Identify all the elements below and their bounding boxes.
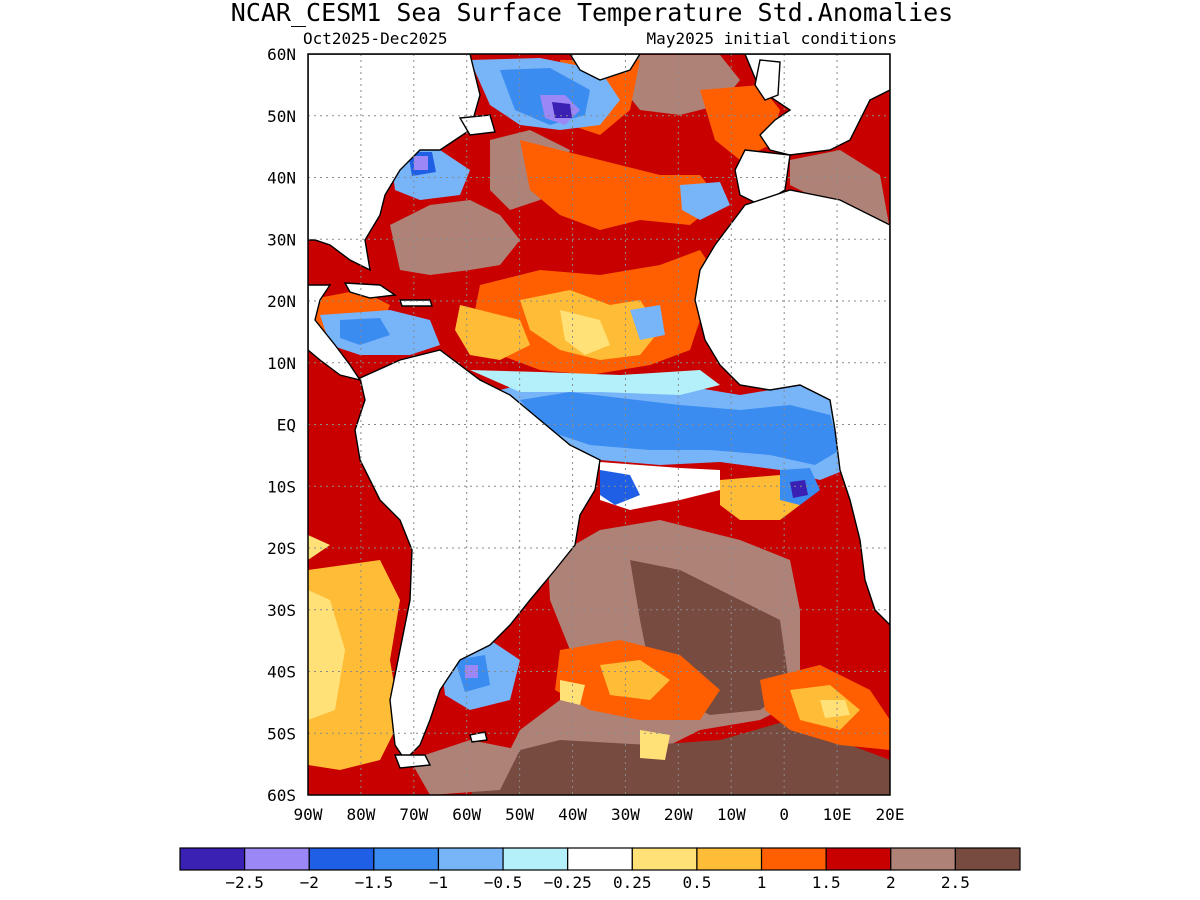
british-isles [754, 59, 781, 101]
central-america-land [308, 284, 362, 382]
north-america-land [308, 54, 481, 272]
land-masses [308, 54, 890, 769]
falkland-islands [469, 731, 488, 743]
colorbar-tick-label: −2 [300, 873, 319, 892]
longitude-label: 10W [717, 805, 746, 824]
init-conditions-subtitle: May2025 initial conditions [647, 29, 897, 48]
longitude-label: 10E [823, 805, 852, 824]
colorbar-swatch [954, 847, 1021, 871]
colorbar-tick-label: 0.25 [613, 873, 652, 892]
africa-land [694, 189, 890, 626]
longitude-label: 50W [505, 805, 534, 824]
period-subtitle: Oct2025-Dec2025 [303, 29, 448, 48]
latitude-label: 60S [267, 786, 296, 805]
colorbar-swatch [308, 847, 375, 871]
longitude-label: 70W [399, 805, 428, 824]
colorbar-tick-label: 0.5 [682, 873, 711, 892]
colorbar-swatch [373, 847, 440, 871]
colorbar-swatch [825, 847, 892, 871]
latitude-label: 40N [267, 169, 296, 188]
longitude-label: 30W [611, 805, 640, 824]
colorbar-tick-label: 2 [886, 873, 896, 892]
latitude-label: 40S [267, 663, 296, 682]
colorbar-tick-label: −1 [429, 873, 448, 892]
greenland-land [569, 54, 641, 81]
longitude-label: 0 [779, 805, 789, 824]
latitude-label: 50N [267, 107, 296, 126]
colorbar-tick-label: 1 [757, 873, 767, 892]
colorbar-swatch [631, 847, 698, 871]
newfoundland [458, 114, 496, 136]
map-frame [307, 53, 891, 796]
latitude-label: EQ [277, 416, 296, 435]
latitude-label: 50S [267, 724, 296, 743]
colorbar-swatch [760, 847, 827, 871]
latitude-label: 60N [267, 45, 296, 64]
colorbar-swatch [437, 847, 504, 871]
latitude-label: 30S [267, 601, 296, 620]
tierra-del-fuego [393, 754, 432, 769]
latitude-label: 20S [267, 539, 296, 558]
south-america-land [354, 349, 601, 762]
anomaly-fill-moderate-warm [308, 60, 890, 770]
colorbar-swatch [696, 847, 763, 871]
latitude-label: 10N [267, 354, 296, 373]
latitude-label: 30N [267, 230, 296, 249]
longitude-label: 40W [558, 805, 587, 824]
longitude-label: 90W [294, 805, 323, 824]
colorbar-swatch [502, 847, 569, 871]
longitude-label: 80W [346, 805, 375, 824]
longitude-label: 20W [664, 805, 693, 824]
colorbar-labels: −2.5 −2 −1.5 −1 −0.5 −0.25 0.25 0.5 1 1.5 2 2.5 [225, 873, 969, 892]
colorbar-tick-label: −2.5 [225, 873, 264, 892]
colorbar-tick-label: −0.25 [544, 873, 592, 892]
colorbar [179, 847, 1021, 871]
anomaly-fill-cold [320, 58, 850, 710]
longitude-label: 20E [876, 805, 905, 824]
caribbean-islands [343, 282, 397, 299]
longitude-label: 60W [452, 805, 481, 824]
map-area [308, 54, 890, 795]
figure-title: NCAR_CESM1 Sea Surface Temperature Std.A… [231, 0, 953, 27]
latitude-label: 10S [267, 477, 296, 496]
graticule [308, 54, 890, 795]
colorbar-swatch [244, 847, 310, 871]
colorbar-tick-label: −1.5 [355, 873, 394, 892]
colorbar-tick-label: 1.5 [812, 873, 841, 892]
colorbar-swatch [179, 847, 246, 871]
colorbar-tick-label: 2.5 [941, 873, 970, 892]
latitude-label: 20N [267, 292, 296, 311]
colorbar-swatch [890, 847, 956, 871]
longitude-labels: 90W 80W 70W 60W 50W 40W 30W 20W 10W 0 10E 20E [294, 805, 905, 824]
colorbar-tick-label: −0.5 [484, 873, 523, 892]
latitude-labels: 60N 50N 40N 30N 20N 10N EQ 10S 20S 30S 40S 50S 60S [267, 45, 296, 805]
colorbar-swatch [567, 847, 633, 871]
